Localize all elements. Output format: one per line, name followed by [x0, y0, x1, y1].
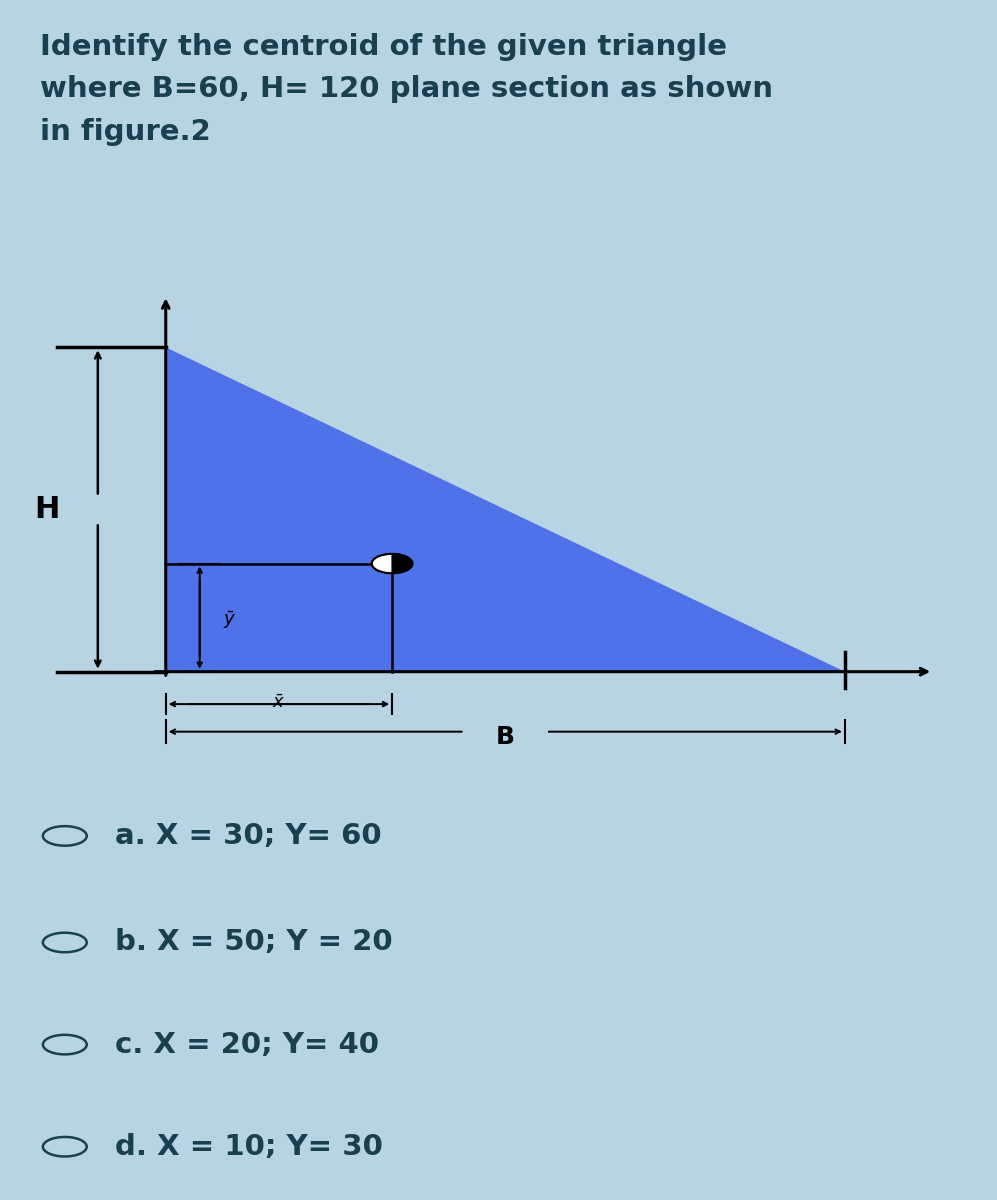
Wedge shape: [392, 554, 413, 574]
Wedge shape: [372, 554, 392, 574]
Text: H: H: [34, 496, 60, 524]
Text: a. X = 30; Y= 60: a. X = 30; Y= 60: [115, 822, 381, 850]
Polygon shape: [166, 347, 844, 672]
Text: $\bar{x}$: $\bar{x}$: [272, 695, 285, 713]
Text: $\bar{y}$: $\bar{y}$: [223, 608, 236, 630]
Text: b. X = 50; Y = 20: b. X = 50; Y = 20: [115, 929, 392, 956]
Text: d. X = 10; Y= 30: d. X = 10; Y= 30: [115, 1133, 383, 1160]
Text: Identify the centroid of the given triangle
where B=60, H= 120 plane section as : Identify the centroid of the given trian…: [40, 34, 773, 145]
Text: c. X = 20; Y= 40: c. X = 20; Y= 40: [115, 1031, 379, 1058]
Text: B: B: [496, 725, 514, 749]
